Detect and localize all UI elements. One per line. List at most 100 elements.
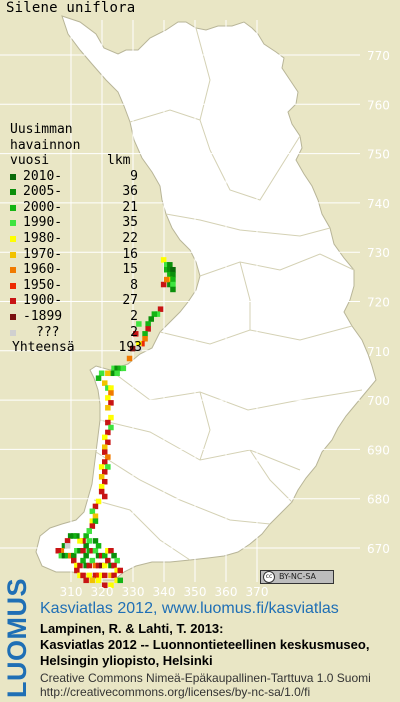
occurrence-cell <box>83 533 89 539</box>
legend-header-row-3: vuosi lkm <box>10 153 130 169</box>
kasviatlas-link[interactable]: Kasviatlas 2012, www.luomus.fi/kasviatla… <box>40 600 339 617</box>
legend-swatch <box>10 235 16 242</box>
occurrence-cell <box>74 562 80 569</box>
occurrence-cell <box>64 543 71 549</box>
legend-row: 1900- 27 <box>10 293 138 309</box>
occurrence-cell <box>129 345 136 352</box>
legend-header-line-3: vuosi <box>10 153 50 168</box>
legend-row: 1990- 35 <box>10 215 138 231</box>
occurrence-cell <box>77 562 83 569</box>
legend-row: 1960- 15 <box>10 262 138 278</box>
legend-row-count: 8 <box>130 277 138 293</box>
occurrence-cell <box>105 405 111 411</box>
legend-row: 1970- 16 <box>10 247 138 263</box>
occurrence-cell <box>142 331 148 337</box>
legend-row-label: 1950- <box>23 277 63 293</box>
legend-row-label: 1900- <box>23 293 63 309</box>
legend-row: 1950- 8 <box>10 277 138 294</box>
occurrence-cell <box>167 266 173 273</box>
legend-swatch <box>10 173 16 180</box>
y-tick-label: 760 <box>367 98 390 112</box>
license-line-1: Creative Commons Nimeä-Epäkaupallinen-Ta… <box>40 671 371 685</box>
legend-row: ??? 2 <box>10 325 138 341</box>
legend-row-label: -1899 <box>23 308 63 324</box>
legend-row-count: 22 <box>122 230 138 246</box>
occurrence-cell <box>102 380 108 386</box>
occurrence-cell <box>86 572 92 579</box>
occurrence-cell <box>108 582 114 589</box>
occurrence-cell <box>154 311 161 317</box>
occurrence-cell <box>89 548 96 554</box>
legend-total-row: Yhteensä 193 <box>10 340 142 356</box>
occurrence-cell <box>108 424 114 431</box>
occurrence-cell <box>95 562 102 569</box>
occurrence-cell <box>102 459 108 465</box>
legend-row-count: 21 <box>122 199 138 215</box>
legend-swatch <box>10 251 16 258</box>
occurrence-cell <box>92 572 99 579</box>
occurrence-cell <box>105 557 111 564</box>
occurrence-cell <box>114 370 120 377</box>
occurrence-cell <box>80 572 86 579</box>
occurrence-cell <box>98 572 105 579</box>
occurrence-cell <box>133 331 139 337</box>
occurrence-cell <box>145 326 151 332</box>
occurrence-cell <box>102 478 108 485</box>
occurrence-cell <box>167 281 173 288</box>
occurrence-cell <box>71 552 77 559</box>
occurrence-cell <box>105 429 111 436</box>
occurrence-cell <box>67 552 74 559</box>
occurrence-cell <box>114 557 120 564</box>
occurrence-cell <box>105 464 111 470</box>
occurrence-cell <box>136 345 142 352</box>
occurrence-cell <box>92 513 99 519</box>
y-tick-label: 720 <box>367 296 390 310</box>
occurrence-cell <box>98 488 105 495</box>
occurrence-cell <box>105 395 111 401</box>
citation-line-1: Lampinen, R. & Lahti, T. 2013: <box>40 621 224 636</box>
citation-line-3: Helsingin yliopisto, Helsinki <box>40 653 213 668</box>
occurrence-cell <box>142 336 148 342</box>
legend: Uusimman havainnon vuosi lkm 2010- 9 2005-… <box>10 122 142 356</box>
x-tick-label: 320 <box>91 585 114 599</box>
occurrence-cell <box>157 306 164 312</box>
legend-total-count: 193 <box>118 340 142 356</box>
y-tick-label: 700 <box>367 394 390 408</box>
occurrence-cell <box>92 548 99 554</box>
occurrence-cell <box>64 538 71 544</box>
legend-swatch <box>10 313 16 320</box>
occurrence-cell <box>111 552 117 559</box>
license-url[interactable]: http://creativecommons.org/licenses/by-n… <box>40 685 311 699</box>
occurrence-cell <box>89 518 96 524</box>
occurrence-cell <box>74 533 80 539</box>
occurrence-cell <box>111 370 117 377</box>
cc-badge-text: BY-NC-SA <box>279 572 317 581</box>
occurrence-cell <box>105 439 111 446</box>
luomus-logo: LUOMUS <box>2 578 32 698</box>
occurrence-cell <box>117 577 123 584</box>
occurrence-cell <box>58 548 65 554</box>
x-tick-label: 310 <box>60 585 83 599</box>
occurrence-cell <box>170 286 176 293</box>
citation-line-2: Kasviatlas 2012 -- Luonnontieteellinen k… <box>40 637 370 652</box>
occurrence-cell <box>167 262 173 268</box>
legend-swatch <box>10 204 16 211</box>
occurrence-cell <box>117 567 123 574</box>
distribution-map: 770 760 750 740 730 720 710 700 690 680 670 310 320 3… <box>0 15 390 599</box>
occurrence-cell <box>83 543 89 549</box>
legend-swatch <box>10 220 16 227</box>
occurrence-cell <box>92 503 99 510</box>
legend-row-count: 2 <box>130 324 138 340</box>
legend-row-label: 2010- <box>23 168 63 184</box>
occurrence-cell <box>136 321 142 327</box>
species-name: Silene uniflora <box>6 0 136 16</box>
occurrence-cell <box>89 577 96 584</box>
occurrence-cell <box>95 577 102 584</box>
occurrence-cell <box>80 557 86 564</box>
occurrence-cell <box>167 276 173 283</box>
occurrence-cell <box>105 419 111 426</box>
legend-row-count: 2 <box>130 308 138 324</box>
occurrence-cell <box>92 538 99 544</box>
y-tick-label: 740 <box>367 197 390 211</box>
occurrence-cell <box>108 562 114 569</box>
